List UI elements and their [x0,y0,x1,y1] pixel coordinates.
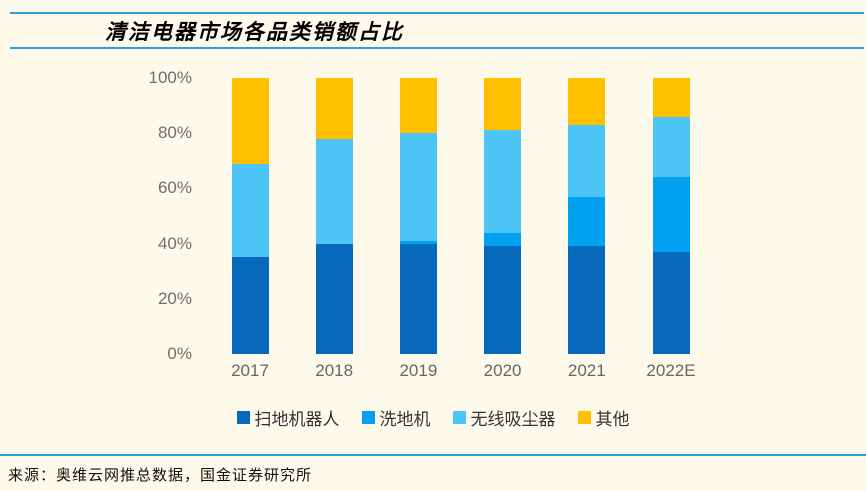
legend-label: 其他 [595,410,630,429]
legend-item-扫地机器人: 扫地机器人 [236,405,340,430]
bar-segment-扫地机器人 [652,251,690,354]
y-tick-label: 20% [157,288,192,308]
stacked-bar-2018 [315,78,353,354]
stacked-bar-2020 [484,78,522,354]
x-tick-label-2020: 2020 [483,361,522,380]
bar-segment-洗地机 [399,240,437,244]
bar-segment-无线吸尘器 [652,116,690,178]
x-tick-label-2018: 2018 [315,361,354,380]
bar-segment-无线吸尘器 [399,133,437,241]
bar-segment-扫地机器人 [315,243,353,354]
legend-label: 扫地机器人 [254,410,340,429]
bar-segment-扫地机器人 [484,246,522,354]
y-tick-label: 60% [157,178,192,198]
x-tick-label-2021: 2021 [567,361,606,380]
legend-label: 洗地机 [379,410,431,429]
legend-swatch-icon [236,411,250,424]
chart-legend: 扫地机器人 洗地机 无线吸尘器 其他 [0,405,866,430]
legend-swatch-icon [452,411,466,424]
bar-segment-无线吸尘器 [231,163,269,258]
bar-segment-扫地机器人 [231,257,269,354]
legend-swatch-icon [361,411,375,424]
y-tick-label: 40% [157,233,192,253]
x-tick-label-2022E: 2022E [646,361,696,380]
bar-segment-其他 [652,78,690,117]
legend-item-无线吸尘器: 无线吸尘器 [452,405,556,430]
bar-segment-其他 [231,78,269,164]
bar-segment-洗地机 [484,232,522,247]
bar-segment-扫地机器人 [568,246,606,354]
bar-segment-无线吸尘器 [568,124,606,197]
legend-item-其他: 其他 [577,405,630,430]
x-tick-label-2017: 2017 [231,361,269,380]
title-bottom-rule [10,47,864,49]
bar-segment-其他 [568,78,606,125]
stacked-bar-2021 [568,78,606,354]
footer-rule [0,454,866,456]
legend-swatch-icon [577,411,591,424]
stacked-bar-2022E [652,78,690,354]
y-tick-label: 0% [167,344,192,363]
stacked-bar-2019 [399,78,437,354]
bar-segment-洗地机 [568,196,606,247]
stacked-bar-2017 [231,78,269,354]
bar-segment-无线吸尘器 [484,130,522,233]
bar-segment-其他 [484,78,522,131]
source-note: 来源：奥维云网推总数据，国金证券研究所 [8,468,313,484]
legend-label: 无线吸尘器 [470,410,556,429]
bar-segment-其他 [315,78,353,139]
bar-segment-扫地机器人 [399,243,437,354]
legend-item-洗地机: 洗地机 [361,405,431,430]
chart-title: 清洁电器市场各品类销额占比 [105,20,404,44]
bar-segment-洗地机 [652,177,690,252]
x-tick-label-2019: 2019 [399,361,438,380]
bar-segment-其他 [399,78,437,134]
y-tick-label: 100% [148,68,192,87]
title-top-rule [10,12,864,14]
y-tick-label: 80% [157,123,192,143]
bar-segment-无线吸尘器 [315,138,353,244]
